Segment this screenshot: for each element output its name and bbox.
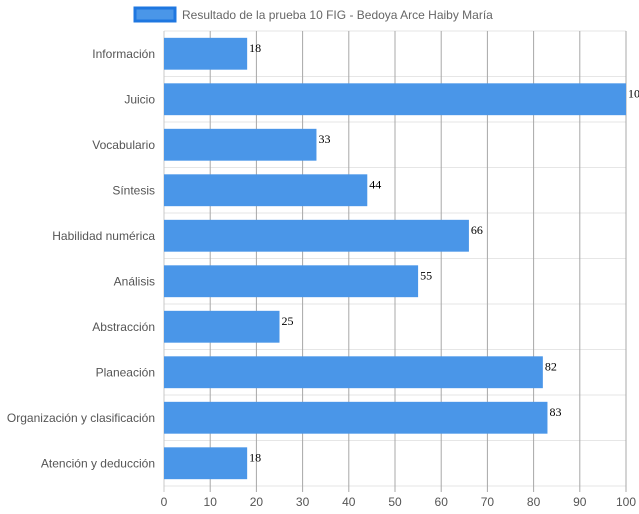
x-tick-label: 90 (573, 495, 587, 509)
data-label: 83 (549, 405, 561, 419)
category-label: Vocabulario (92, 138, 155, 152)
x-tick-label: 60 (435, 495, 449, 509)
legend-swatch (133, 6, 177, 23)
x-tick-label: 30 (296, 495, 310, 509)
category-label: Análisis (114, 274, 155, 288)
data-label: 33 (318, 132, 330, 146)
legend[interactable]: Resultado de la prueba 10 FIG - Bedoya A… (133, 6, 493, 23)
bar[interactable] (164, 174, 368, 207)
category-label: Información (92, 47, 155, 61)
category-label: Juicio (124, 92, 155, 106)
data-label: 66 (471, 223, 483, 237)
bar[interactable] (164, 265, 419, 298)
bar[interactable] (164, 128, 317, 161)
bar[interactable] (164, 310, 280, 343)
data-label: 82 (545, 359, 557, 373)
x-tick-label: 0 (161, 495, 168, 509)
bar[interactable] (164, 356, 543, 389)
category-label: Planeación (96, 365, 155, 379)
x-tick-label: 80 (527, 495, 541, 509)
x-tick-label: 20 (250, 495, 264, 509)
bar[interactable] (164, 401, 548, 434)
x-tick-label: 10 (204, 495, 218, 509)
x-tick-labels: 0 10 20 30 40 50 60 70 80 90 100 (161, 495, 637, 509)
x-tick-label: 40 (342, 495, 356, 509)
category-label: Organización y clasificación (7, 411, 155, 425)
category-label: Habilidad numérica (52, 229, 155, 243)
category-label: Atención y deducción (41, 456, 155, 470)
bar[interactable] (164, 37, 248, 70)
x-tick-label: 70 (481, 495, 495, 509)
data-labels: 18 100 33 44 66 55 25 82 83 18 (249, 41, 639, 465)
bar[interactable] (164, 219, 469, 252)
x-tick-label: 50 (388, 495, 402, 509)
data-label: 100 (628, 86, 639, 100)
bar[interactable] (164, 83, 626, 116)
data-label: 18 (249, 41, 261, 55)
bars (164, 37, 626, 480)
x-tick-label: 100 (616, 495, 636, 509)
data-label: 44 (369, 177, 381, 191)
category-label: Abstracción (92, 320, 155, 334)
category-labels: Información Juicio Vocabulario Síntesis Habi… (7, 47, 155, 471)
legend-label: Resultado de la prueba 10 FIG - Bedoya A… (182, 8, 493, 22)
bar[interactable] (164, 447, 248, 480)
data-label: 55 (420, 268, 432, 282)
data-label: 25 (282, 314, 294, 328)
data-label: 18 (249, 450, 261, 464)
category-label: Síntesis (112, 183, 155, 197)
